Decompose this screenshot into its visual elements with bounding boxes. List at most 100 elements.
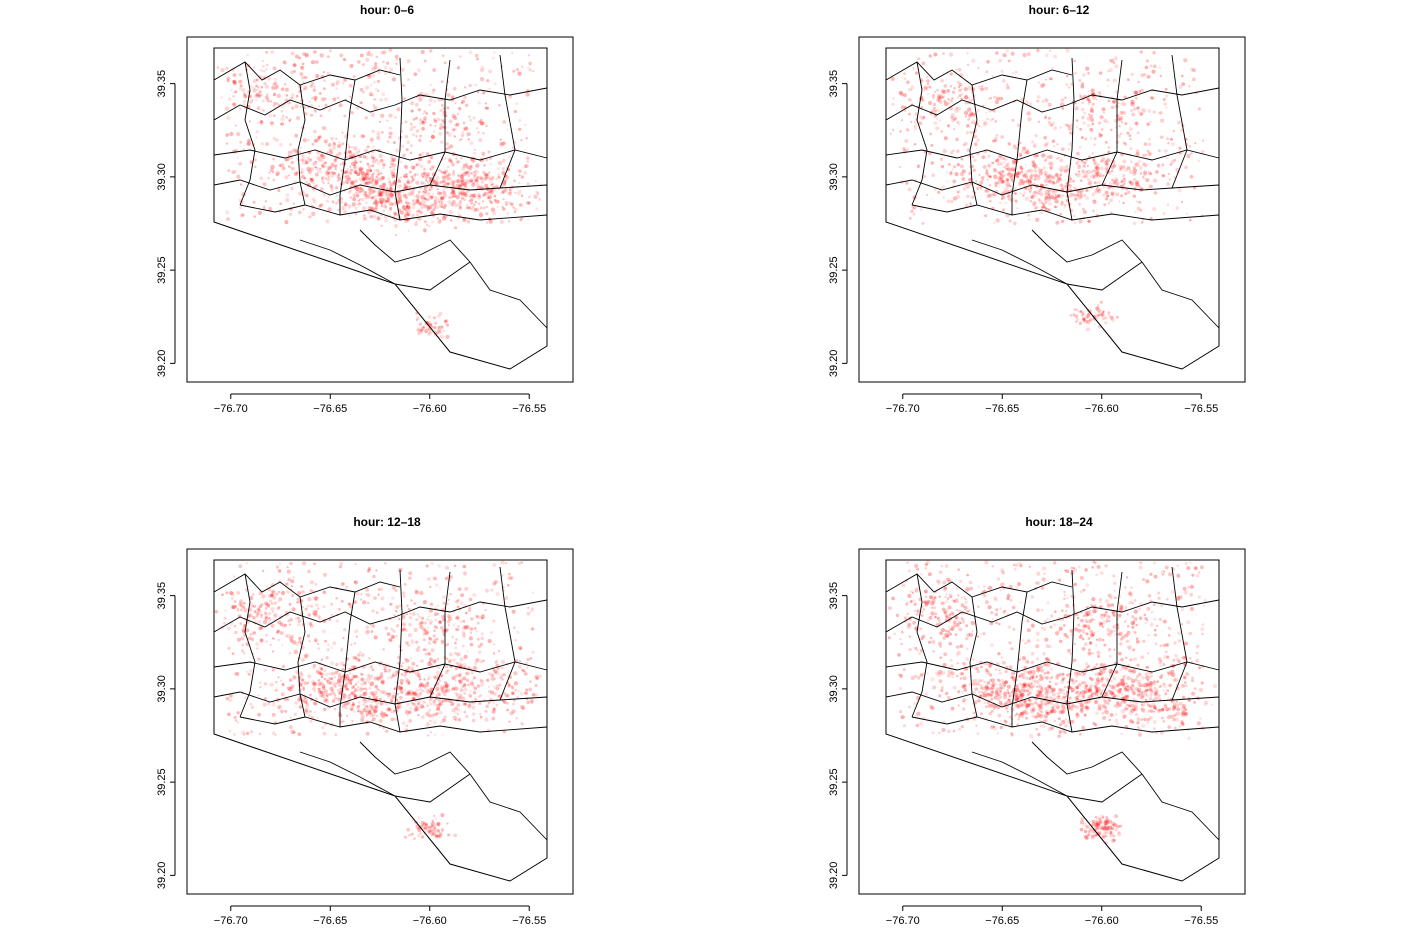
crime-point [1060, 200, 1064, 204]
crime-point [273, 613, 278, 618]
crime-point [252, 66, 256, 70]
crime-point [1008, 701, 1012, 705]
crime-point [358, 167, 363, 173]
crime-point [381, 175, 386, 180]
crime-point [245, 562, 249, 565]
crime-point [290, 634, 294, 639]
crime-point [460, 593, 464, 597]
crime-point [288, 725, 293, 729]
crime-point [397, 179, 402, 183]
crime-point [487, 196, 490, 200]
crime-point [437, 327, 442, 332]
crime-point [372, 713, 376, 717]
crime-point [348, 171, 353, 175]
crime-point [425, 722, 431, 727]
crime-point [930, 606, 934, 609]
crime-point [374, 181, 379, 186]
crime-point [412, 691, 417, 696]
crime-point [1075, 318, 1080, 322]
crime-point [290, 186, 294, 191]
crime-point [437, 192, 442, 197]
crime-point [465, 162, 468, 165]
crime-point [297, 616, 300, 620]
crime-point [304, 53, 309, 58]
crime-point [314, 138, 319, 143]
crime-point [321, 126, 327, 131]
crime-point [1009, 175, 1014, 180]
crime-point [434, 179, 439, 183]
crime-point [317, 690, 322, 694]
crime-point [1041, 205, 1045, 209]
crime-point [1024, 164, 1027, 166]
crime-point [353, 693, 357, 698]
crime-point [957, 568, 960, 571]
crime-point [985, 111, 988, 114]
crime-point [230, 88, 233, 92]
crime-point [482, 194, 485, 197]
crime-point [528, 61, 532, 66]
crime-point [289, 143, 292, 146]
crime-point [490, 177, 494, 181]
crime-point [1060, 703, 1064, 707]
crime-point [383, 199, 388, 204]
crime-point [382, 209, 386, 213]
crime-point [273, 114, 276, 117]
crime-point [479, 713, 482, 716]
crime-point [462, 198, 466, 202]
crime-point [261, 594, 266, 599]
crime-point [377, 593, 380, 596]
crime-point [319, 114, 323, 118]
crime-point [946, 171, 949, 174]
crime-point [1096, 308, 1101, 313]
crime-point [986, 193, 991, 199]
crime-point [352, 685, 356, 688]
crime-point [1112, 163, 1117, 168]
crime-point [1065, 165, 1069, 168]
crime-point [435, 205, 439, 210]
crime-point [420, 835, 425, 839]
crime-point [1080, 707, 1084, 711]
crime-point [305, 193, 309, 197]
crime-point [297, 600, 300, 603]
crime-point [352, 193, 357, 198]
crime-point [928, 54, 932, 58]
crime-point [401, 83, 405, 87]
crime-point [416, 197, 420, 201]
crime-point [273, 77, 278, 82]
crime-point [319, 690, 323, 694]
crime-point [454, 674, 459, 678]
crime-point [1168, 634, 1171, 637]
crime-point [372, 190, 376, 194]
crime-point [977, 690, 981, 694]
crime-point [256, 106, 261, 110]
crime-point [1140, 696, 1145, 701]
crime-point [239, 84, 243, 88]
crime-point [323, 139, 328, 144]
crime-point [423, 197, 426, 201]
crime-point [409, 692, 412, 695]
crime-point [946, 614, 949, 618]
crime-point [475, 178, 478, 182]
crime-point [1085, 583, 1090, 588]
crime-point [392, 587, 396, 591]
crime-point [385, 200, 388, 203]
crime-point [480, 180, 484, 184]
crime-point [379, 183, 383, 187]
crime-point [320, 159, 324, 163]
crime-point [318, 92, 322, 95]
crime-point [1081, 115, 1085, 120]
crime-point [1021, 683, 1026, 688]
crime-point [419, 682, 423, 687]
crime-point [492, 211, 497, 216]
crime-point [453, 833, 458, 838]
map-panel-hour-0-6: hour: 0–6 −76.70 −76.65 −76.60 −76.55 39.20 3… [0, 0, 672, 512]
crime-point [503, 700, 507, 704]
crime-point [402, 153, 406, 158]
crime-point [1034, 205, 1039, 209]
crime-point [365, 710, 369, 714]
crime-point [428, 176, 432, 180]
crime-point [310, 604, 314, 608]
crime-point [242, 103, 246, 107]
crime-point [332, 682, 337, 687]
crime-point [287, 165, 291, 169]
